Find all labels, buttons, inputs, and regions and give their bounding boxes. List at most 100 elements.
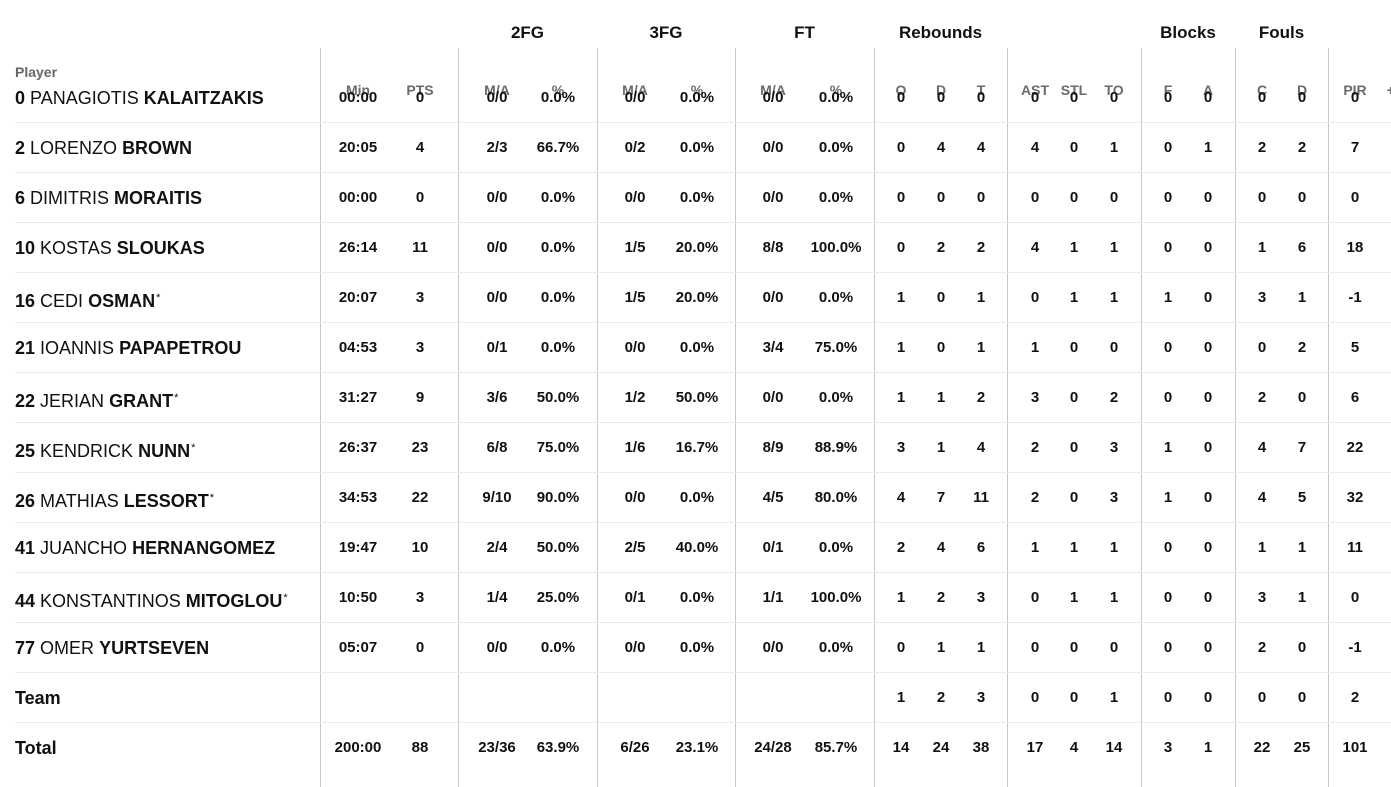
- player-cell[interactable]: 21 IOANNIS PAPAPETROU: [15, 323, 241, 373]
- column-header-ft-pct[interactable]: %: [829, 82, 843, 98]
- stat-pir: 18: [1346, 239, 1364, 256]
- stat-2fg-ma: 2/3: [486, 139, 508, 156]
- stat-3fg-pct: 0.0%: [679, 589, 715, 606]
- player-first-name: JUANCHO: [40, 538, 128, 558]
- column-header-ft-ma[interactable]: M/A: [760, 82, 786, 98]
- stat-pir: 0: [1350, 589, 1360, 606]
- stat-pir: 22: [1346, 439, 1364, 456]
- player-last-name[interactable]: YURTSEVEN: [99, 638, 210, 658]
- player-cell[interactable]: 44 KONSTANTINOS MITOGLOU*: [15, 573, 288, 623]
- column-divider: [320, 48, 321, 787]
- stat-pir: 7: [1350, 139, 1360, 156]
- stat-3fg-ma: 1/2: [624, 389, 646, 406]
- stat-foul-d: 1: [1297, 589, 1307, 606]
- player-cell[interactable]: 41 JUANCHO HERNANGOMEZ: [15, 523, 275, 573]
- player-last-name[interactable]: PAPAPETROU: [119, 338, 242, 358]
- player-last-name[interactable]: MORAITIS: [114, 188, 203, 208]
- player-number: 77: [15, 638, 36, 658]
- stat-reb-t: 6: [976, 539, 986, 556]
- player-cell[interactable]: 26 MATHIAS LESSORT*: [15, 473, 214, 523]
- column-divider: [1007, 48, 1008, 787]
- team-label: Team: [15, 688, 61, 708]
- stat-3fg-pct: 16.7%: [675, 439, 719, 456]
- stat-ft-ma: 0/0: [762, 389, 784, 406]
- stat-stl: 1: [1069, 239, 1079, 256]
- stat-3fg-ma: 0/0: [624, 639, 646, 656]
- stat-3fg-pct: 20.0%: [675, 289, 719, 306]
- column-header-reb-o[interactable]: O: [895, 82, 907, 98]
- row-divider: [15, 522, 1391, 523]
- stat-ft-pct: 100.0%: [810, 239, 862, 256]
- player-cell[interactable]: 22 JERIAN GRANT*: [15, 373, 178, 423]
- stat-ft-pct: 75.0%: [814, 339, 858, 356]
- stat-ft-pct: 0.0%: [818, 289, 854, 306]
- player-last-name[interactable]: GRANT: [109, 391, 174, 411]
- player-last-name[interactable]: MITOGLOU: [185, 591, 283, 611]
- stat-foul-c: 0: [1257, 189, 1267, 206]
- column-header-pts[interactable]: PTS: [406, 82, 434, 98]
- starter-mark: *: [191, 442, 196, 454]
- column-header-foul-c[interactable]: C: [1256, 82, 1268, 98]
- player-first-name: OMER: [40, 638, 95, 658]
- player-last-name[interactable]: KALAITZAKIS: [143, 88, 264, 108]
- stat-2fg-ma: 23/36: [478, 739, 516, 756]
- stat-3fg-ma: [600, 673, 670, 723]
- stat-blk-f: 0: [1163, 139, 1173, 156]
- column-header-blk-a[interactable]: A: [1202, 82, 1214, 98]
- stat-reb-t: 38: [972, 739, 990, 756]
- column-header-pir[interactable]: PIR: [1343, 82, 1367, 98]
- stat-stl: 1: [1069, 289, 1079, 306]
- stat-pir: 11: [1347, 539, 1363, 556]
- stat-ast: 4: [1030, 239, 1040, 256]
- player-last-name[interactable]: NUNN: [138, 441, 191, 461]
- player-cell[interactable]: 16 CEDI OSMAN*: [15, 273, 160, 323]
- column-header-3fg-ma[interactable]: M/A: [622, 82, 648, 98]
- stat-min: [323, 673, 393, 723]
- column-header-plus-minus[interactable]: +/-: [1386, 82, 1391, 98]
- stat-ft-pct: 0.0%: [818, 539, 854, 556]
- player-cell[interactable]: 25 KENDRICK NUNN*: [15, 423, 195, 473]
- column-header-min[interactable]: Min: [345, 82, 371, 98]
- stat-blk-f: 0: [1163, 639, 1173, 656]
- player-cell[interactable]: 6 DIMITRIS MORAITIS: [15, 173, 202, 223]
- column-header-to[interactable]: TO: [1104, 82, 1124, 98]
- stat-reb-t: 0: [976, 89, 986, 106]
- stat-reb-d: 0: [936, 339, 946, 356]
- stat-ft-pct: 0.0%: [818, 389, 854, 406]
- player-last-name[interactable]: BROWN: [122, 138, 193, 158]
- stat-pts: 22: [411, 489, 429, 506]
- player-cell[interactable]: 77 OMER YURTSEVEN: [15, 623, 209, 673]
- column-divider: [874, 48, 875, 787]
- stat-ft-ma: 4/5: [762, 489, 784, 506]
- column-header-reb-d[interactable]: D: [935, 82, 947, 98]
- column-header-3fg-pct[interactable]: %: [690, 82, 704, 98]
- player-last-name[interactable]: OSMAN: [88, 291, 156, 311]
- column-header-blk-f[interactable]: F: [1163, 82, 1173, 98]
- column-header-stl[interactable]: STL: [1060, 82, 1088, 98]
- column-header-2fg-pct[interactable]: %: [551, 82, 565, 98]
- column-header-foul-d[interactable]: D: [1296, 82, 1308, 98]
- stat-pts: 3: [415, 339, 425, 356]
- stat-min: 34:53: [338, 489, 378, 506]
- player-column-header[interactable]: Player: [15, 64, 58, 80]
- player-last-name[interactable]: HERNANGOMEZ: [132, 538, 276, 558]
- column-header-reb-t[interactable]: T: [976, 82, 986, 98]
- stat-reb-d: 4: [936, 539, 946, 556]
- player-cell[interactable]: 0 PANAGIOTIS KALAITZAKIS: [15, 73, 264, 123]
- stat-3fg-pct: 0.0%: [679, 489, 715, 506]
- column-divider: [1235, 48, 1236, 787]
- column-header-2fg-ma[interactable]: M/A: [484, 82, 510, 98]
- stat-blk-f: 1: [1163, 489, 1173, 506]
- stat-reb-o: 1: [896, 289, 906, 306]
- stat-ast: 3: [1030, 389, 1040, 406]
- player-last-name[interactable]: LESSORT: [123, 491, 209, 511]
- column-header-ast[interactable]: AST: [1021, 82, 1049, 98]
- player-last-name[interactable]: SLOUKAS: [116, 238, 205, 258]
- stat-3fg-pct: 40.0%: [675, 539, 719, 556]
- player-first-name: JERIAN: [40, 391, 105, 411]
- player-cell[interactable]: 2 LORENZO BROWN: [15, 123, 192, 173]
- player-row: 77 OMER YURTSEVEN 05:07 0 0/0 0.0% 0/0 0.0% 0/0…: [0, 623, 1391, 673]
- stat-reb-d: 0: [936, 89, 946, 106]
- stat-pir: 0: [1350, 89, 1360, 106]
- player-cell[interactable]: 10 KOSTAS SLOUKAS: [15, 223, 205, 273]
